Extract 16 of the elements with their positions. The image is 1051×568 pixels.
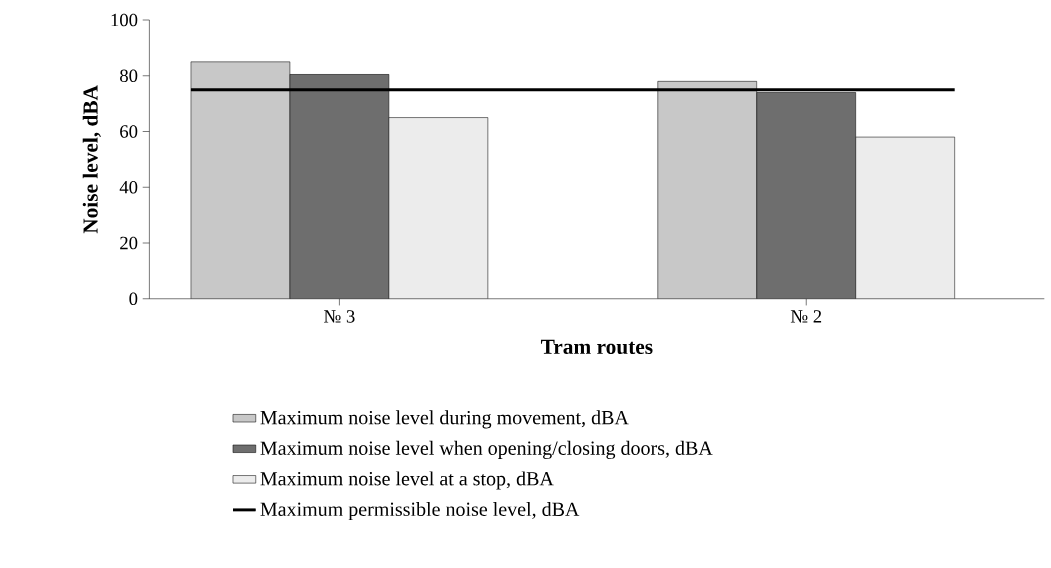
y-tick-label: 40 — [119, 180, 138, 194]
x-tick-label: № 3 — [324, 310, 355, 323]
bar — [657, 80, 758, 299]
y-tick-label: 80 — [120, 69, 138, 82]
legend-label: Maximum permissible noise level, dBA — [260, 501, 580, 521]
y-tick-label: 20 — [120, 236, 138, 250]
y-axis-title: Noise level, dBA — [82, 85, 101, 234]
legend-label: Maximum noise level during movement, dBA — [260, 410, 629, 429]
legend-label: Maximum noise level at a stop, dBA — [260, 471, 554, 490]
x-tick-label: № 2 — [790, 310, 822, 323]
bar — [190, 61, 290, 299]
x-axis-title: Tram routes — [540, 339, 653, 354]
y-tick-label: 0 — [129, 292, 138, 305]
legend-label: Maximum noise level when opening/closing doors, dBA — [260, 440, 713, 459]
y-tick-label: 60 — [120, 125, 138, 138]
y-tick-label: 100 — [111, 13, 138, 27]
